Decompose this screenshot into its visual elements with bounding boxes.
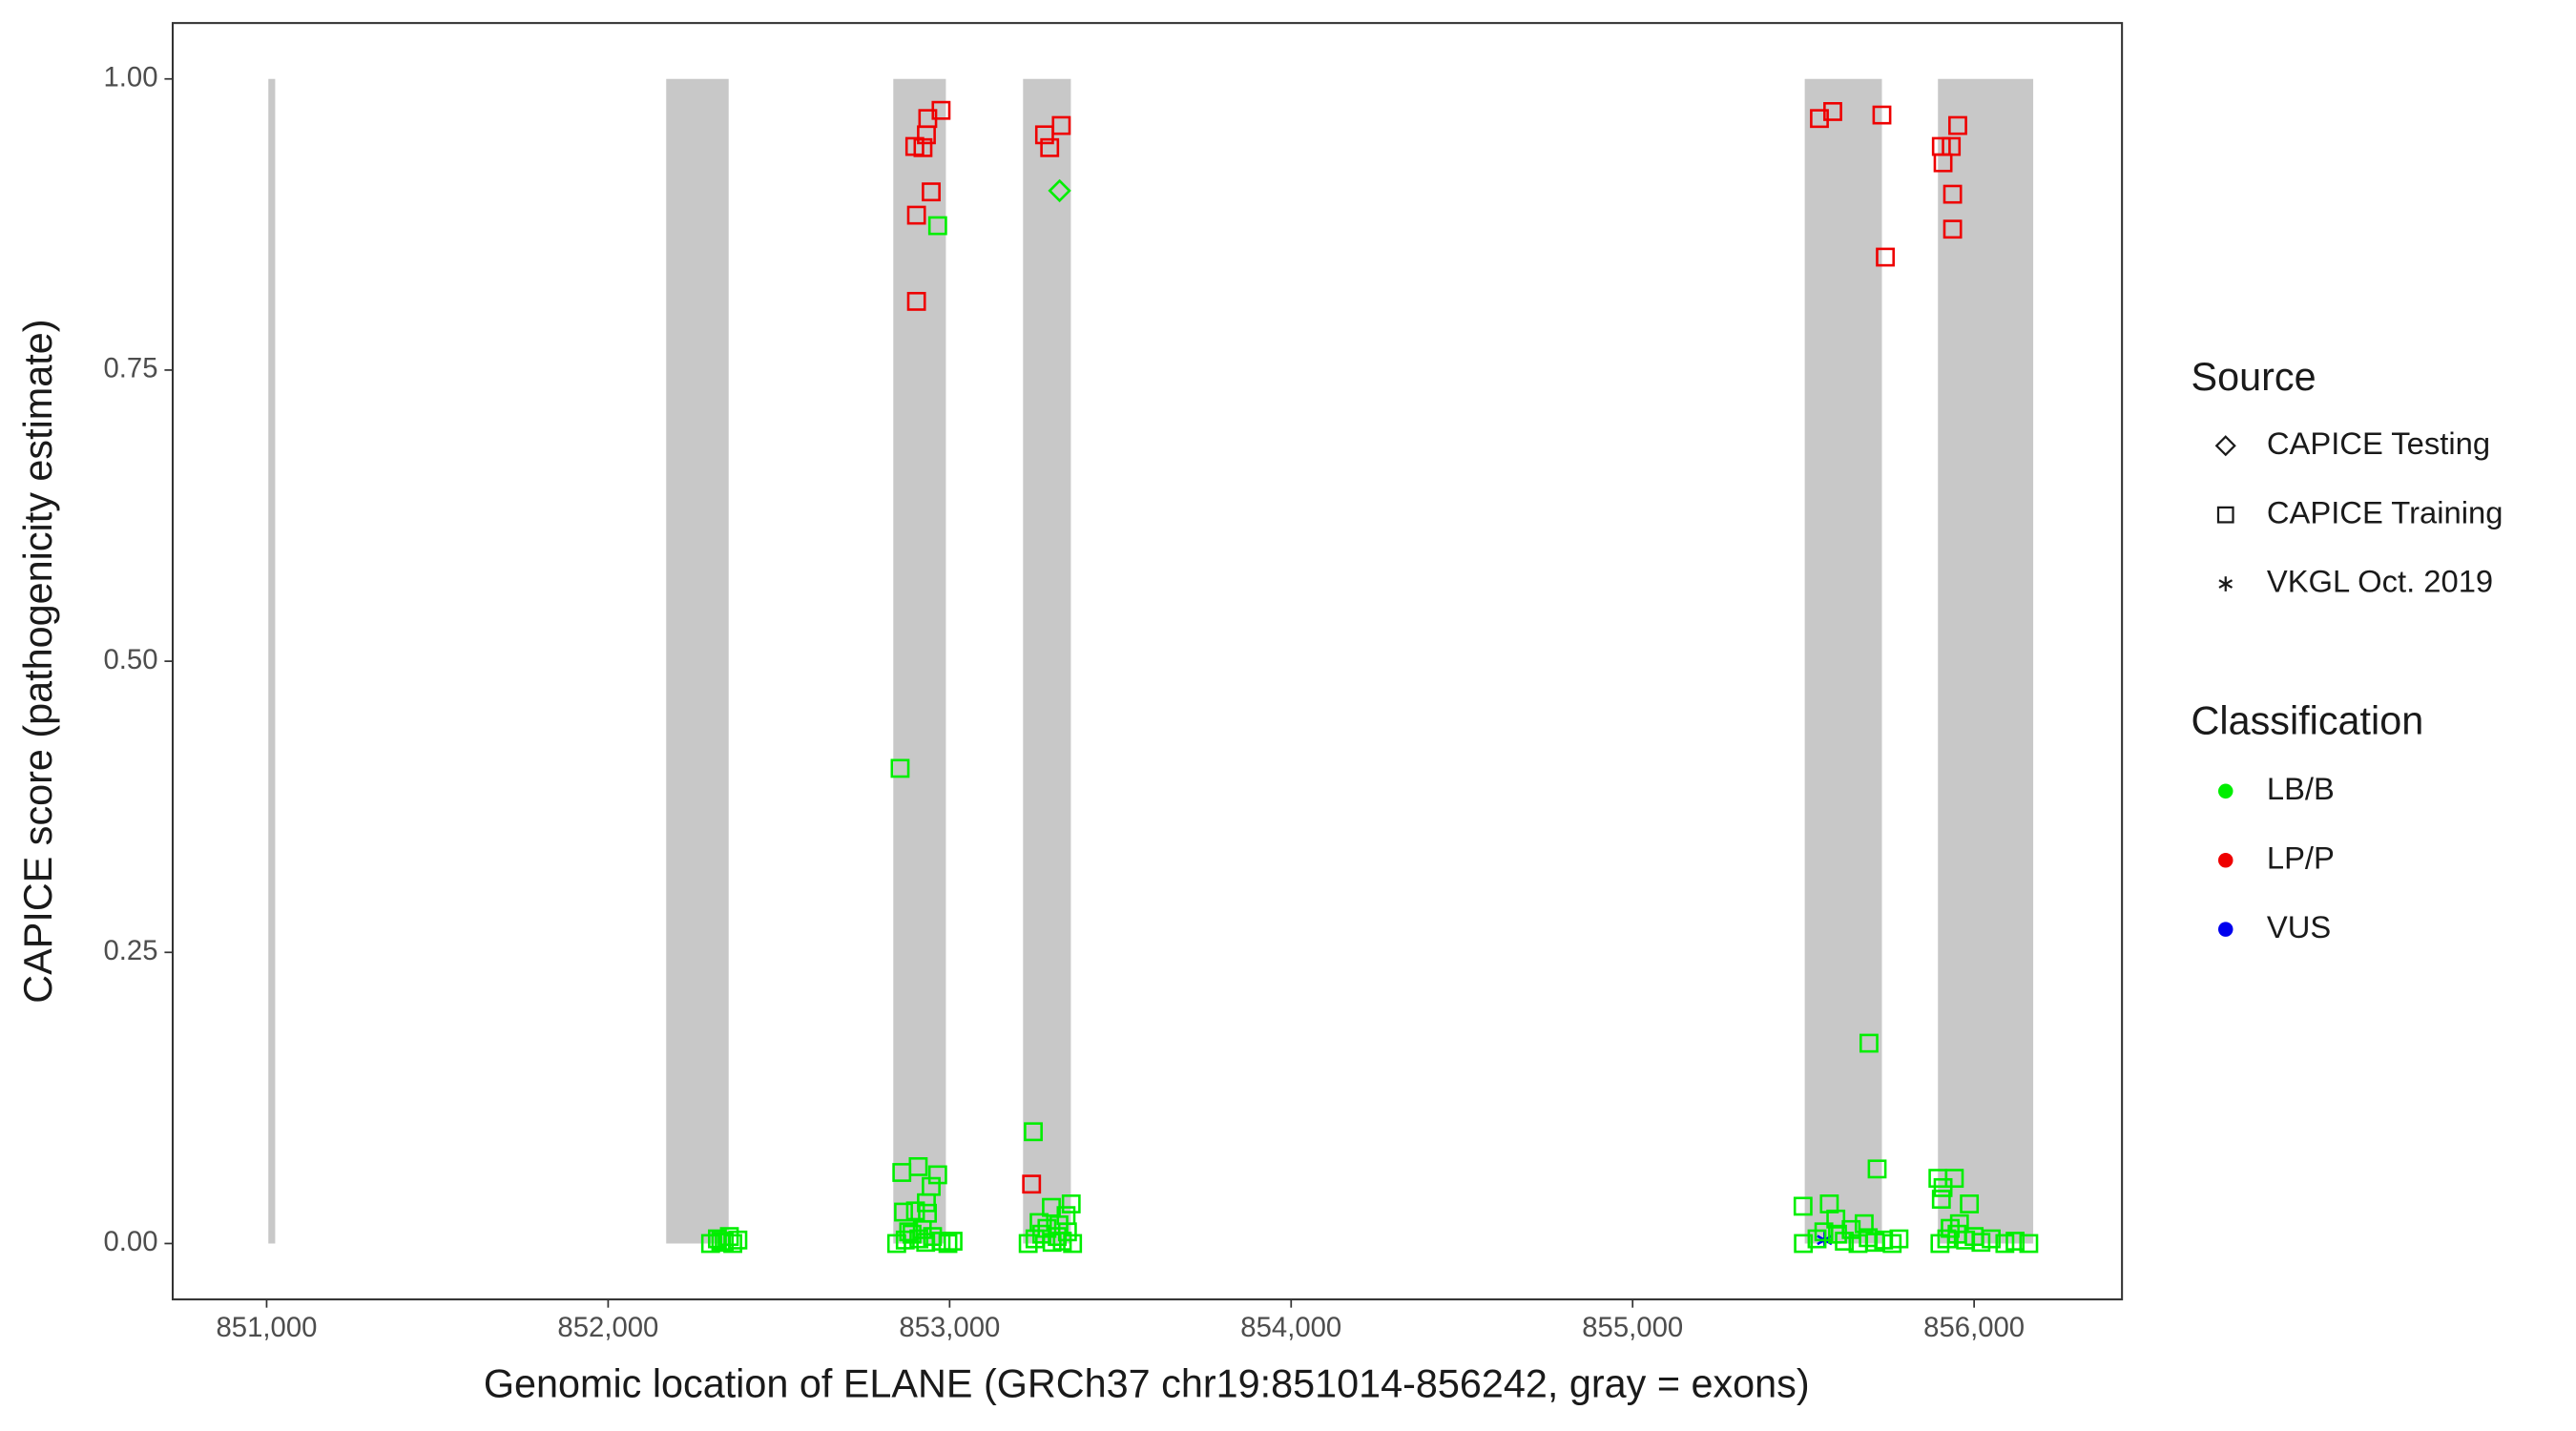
legend-title: Classification (2192, 699, 2424, 743)
legend-symbol (2214, 435, 2236, 457)
point (1063, 1234, 1083, 1254)
x-axis-title: Genomic location of ELANE (GRCh37 chr19:… (484, 1361, 1810, 1405)
point (1854, 1213, 1874, 1234)
legend-item: VKGL Oct. 2019 (2267, 564, 2493, 599)
point (931, 1232, 951, 1251)
legend-item: VUS (2267, 909, 2331, 944)
point (1942, 219, 1963, 239)
point (1872, 105, 1892, 125)
point (1810, 109, 1829, 129)
point (1937, 1229, 1957, 1249)
point (1960, 1194, 1980, 1213)
point (892, 1163, 912, 1182)
point (1933, 1177, 1953, 1197)
legend-symbol (2218, 852, 2233, 868)
legend-symbol (2216, 506, 2234, 524)
point (1022, 1174, 1042, 1194)
legend-item: LP/P (2267, 840, 2335, 875)
point (1941, 1218, 1961, 1238)
point (1995, 1234, 2015, 1254)
y-tick-label: 0.75 (103, 353, 157, 384)
point (905, 1201, 925, 1221)
point (1793, 1196, 1813, 1216)
legend-symbol (2218, 576, 2233, 591)
point (708, 1229, 727, 1249)
x-tick-label: 854,000 (1240, 1312, 1341, 1343)
point (938, 1234, 958, 1254)
point (1051, 115, 1071, 135)
point (1933, 153, 1953, 173)
point (1859, 1033, 1879, 1053)
x-tick-label: 853,000 (899, 1312, 1000, 1343)
legend-title: Source (2192, 355, 2316, 399)
legend-item: CAPICE Testing (2267, 425, 2490, 461)
point (1882, 1234, 1902, 1254)
point (1040, 137, 1060, 157)
point (1061, 1194, 1081, 1213)
y-tick-label: 0.50 (103, 644, 157, 675)
point (1029, 1213, 1049, 1233)
exon (268, 78, 276, 1244)
exon (1023, 78, 1071, 1244)
point (1835, 1232, 1855, 1251)
point (700, 1234, 720, 1254)
legend-item: LB/B (2267, 771, 2335, 806)
point (944, 1232, 963, 1251)
point (1049, 1215, 1069, 1234)
point (913, 137, 933, 157)
point (1814, 1222, 1834, 1242)
point (1807, 1229, 1827, 1249)
legend-symbol (2218, 783, 2233, 799)
x-tick-label: 852,000 (557, 1312, 658, 1343)
point (906, 205, 926, 225)
point (1876, 247, 1896, 267)
point (922, 182, 941, 202)
y-tick-label: 0.25 (103, 935, 157, 966)
point (1867, 1159, 1887, 1179)
legend-symbol (2218, 922, 2233, 937)
point (917, 125, 936, 145)
point (728, 1230, 748, 1250)
point (2005, 1232, 2025, 1251)
point (927, 1165, 947, 1185)
point (1931, 1190, 1951, 1209)
point (912, 1219, 932, 1239)
point (1024, 1122, 1043, 1142)
point (890, 758, 910, 778)
x-tick-label: 855,000 (1582, 1312, 1683, 1343)
point (1828, 1224, 1847, 1244)
point (927, 216, 947, 236)
exon (893, 78, 946, 1244)
point (1942, 184, 1963, 204)
plot-area (268, 78, 2039, 1254)
point (1794, 1234, 1814, 1254)
y-tick-label: 0.00 (103, 1226, 157, 1257)
legend-item: CAPICE Training (2267, 494, 2503, 529)
point (1048, 178, 1071, 203)
point (1948, 115, 1967, 135)
y-tick-label: 1.00 (103, 61, 157, 93)
exon (666, 78, 729, 1244)
point (894, 1202, 913, 1222)
point (1971, 1233, 1991, 1253)
y-axis-title: CAPICE score (pathogenicity estimate) (16, 320, 60, 1004)
point (1982, 1229, 2001, 1249)
point (1889, 1229, 1909, 1249)
point (906, 291, 926, 311)
point (1823, 102, 1842, 121)
point (1826, 1209, 1846, 1229)
x-tick-label: 856,000 (1923, 1312, 2025, 1343)
x-tick-label: 851,000 (217, 1312, 318, 1343)
exon (1804, 78, 1882, 1244)
exon (1938, 78, 2034, 1244)
point (2019, 1234, 2039, 1254)
point (1819, 1194, 1839, 1213)
point (899, 1222, 919, 1242)
